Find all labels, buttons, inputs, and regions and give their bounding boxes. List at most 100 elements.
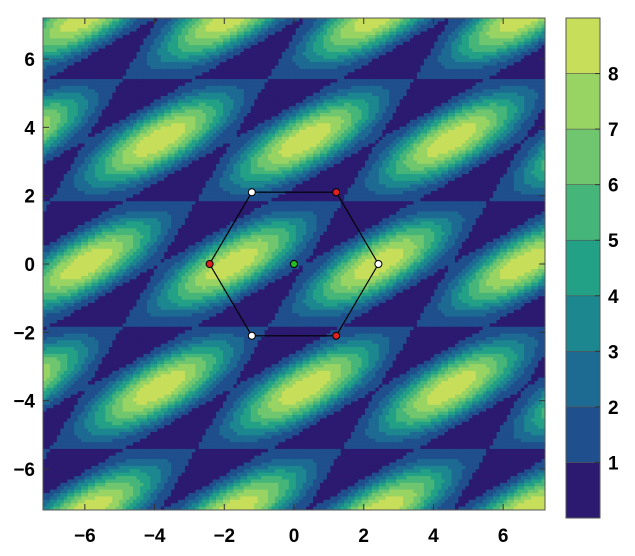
field-cell xyxy=(198,34,203,39)
field-cell xyxy=(195,109,200,114)
field-cell xyxy=(288,41,293,46)
field-cell xyxy=(209,82,214,87)
field-cell xyxy=(60,79,65,84)
field-cell xyxy=(434,119,439,124)
field-cell xyxy=(91,99,96,104)
field-cell xyxy=(257,28,262,33)
field-cell xyxy=(368,45,373,50)
field-cell xyxy=(399,106,404,111)
field-cell xyxy=(188,55,193,60)
field-cell xyxy=(81,85,86,90)
field-cell xyxy=(396,28,401,33)
field-cell xyxy=(475,45,480,50)
field-cell xyxy=(306,68,311,73)
field-cell xyxy=(226,55,231,60)
field-cell xyxy=(423,106,428,111)
field-cell xyxy=(371,72,376,77)
field-cell xyxy=(46,58,51,63)
field-cell xyxy=(150,85,155,90)
field-cell xyxy=(524,68,529,73)
field-cell xyxy=(146,45,151,50)
field-cell xyxy=(43,65,48,70)
field-cell xyxy=(70,48,75,53)
field-cell xyxy=(326,62,331,67)
field-cell xyxy=(461,41,466,46)
field-cell xyxy=(354,31,359,36)
field-cell xyxy=(205,129,210,134)
field-cell xyxy=(351,89,356,94)
field-cell xyxy=(60,21,65,26)
field-cell xyxy=(202,129,207,134)
field-cell xyxy=(98,92,103,97)
field-cell xyxy=(150,21,155,26)
field-cell xyxy=(229,48,235,53)
field-cell xyxy=(437,106,442,111)
field-cell xyxy=(278,119,283,124)
field-cell xyxy=(423,28,428,33)
field-cell xyxy=(122,92,127,97)
field-cell xyxy=(409,92,415,97)
field-cell xyxy=(319,65,325,70)
field-cell xyxy=(209,119,214,124)
field-cell xyxy=(191,21,196,26)
field-cell xyxy=(430,34,435,39)
field-cell xyxy=(278,48,283,53)
field-cell xyxy=(413,116,418,121)
field-cell xyxy=(351,24,356,29)
field-cell xyxy=(60,72,65,77)
field-cell xyxy=(358,126,363,131)
field-cell xyxy=(517,51,522,56)
field-cell xyxy=(191,89,196,94)
field-cell xyxy=(292,75,297,80)
field-cell xyxy=(257,119,262,124)
field-cell xyxy=(274,102,280,107)
field-cell xyxy=(191,126,196,131)
field-cell xyxy=(278,21,283,26)
field-cell xyxy=(43,79,48,84)
field-cell xyxy=(351,126,356,131)
field-cell xyxy=(364,41,370,46)
field-cell xyxy=(406,21,411,26)
field-cell xyxy=(278,113,283,117)
field-cell xyxy=(472,75,477,80)
field-cell xyxy=(167,116,172,121)
field-cell xyxy=(378,123,383,128)
field-cell xyxy=(84,24,89,29)
field-cell xyxy=(136,92,141,97)
field-cell xyxy=(517,113,522,117)
field-cell xyxy=(513,62,518,67)
field-cell xyxy=(181,96,186,101)
field-cell xyxy=(205,62,210,67)
field-cell xyxy=(538,123,543,128)
field-cell xyxy=(468,55,473,60)
field-cell xyxy=(126,82,131,87)
field-cell xyxy=(184,58,189,63)
field-cell xyxy=(333,119,338,124)
field-cell xyxy=(56,51,61,56)
field-cell xyxy=(129,129,134,134)
field-cell xyxy=(67,51,72,56)
field-cell xyxy=(254,106,259,111)
field-cell xyxy=(333,102,338,107)
field-cell xyxy=(347,109,352,114)
field-cell xyxy=(74,133,79,138)
field-cell xyxy=(496,89,501,94)
field-cell xyxy=(195,21,200,26)
field-cell xyxy=(489,119,494,124)
field-cell xyxy=(153,126,158,131)
field-cell xyxy=(223,126,228,131)
field-cell xyxy=(164,48,169,53)
field-cell xyxy=(302,119,307,124)
field-cell xyxy=(160,102,165,107)
field-cell xyxy=(233,51,238,56)
field-cell xyxy=(354,41,359,46)
field-cell xyxy=(84,28,89,33)
field-cell xyxy=(129,119,134,124)
field-cell xyxy=(389,75,394,80)
field-cell xyxy=(209,65,214,70)
field-cell xyxy=(496,129,501,134)
field-cell xyxy=(482,119,487,124)
field-cell xyxy=(427,85,432,90)
field-cell xyxy=(524,89,529,94)
field-cell xyxy=(306,99,311,104)
